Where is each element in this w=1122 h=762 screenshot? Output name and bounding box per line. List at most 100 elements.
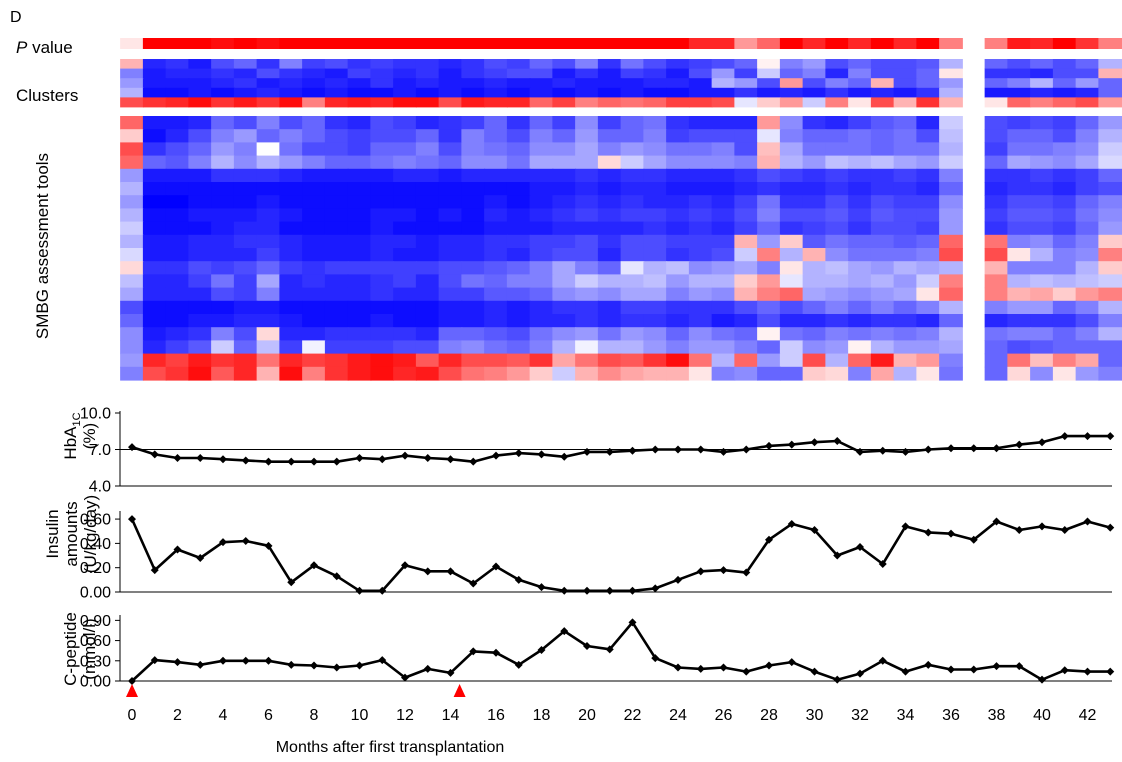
tool-row-20-cell-m28 xyxy=(757,366,781,381)
p-value-cell-m31 xyxy=(825,38,850,49)
tool-row-11-cell-m19 xyxy=(552,248,577,262)
cluster-row-5-cell-m7 xyxy=(279,97,304,108)
tool-row-20-cell-m17 xyxy=(506,366,531,381)
insulin-point-m19 xyxy=(560,586,569,595)
hba1c-point-m10 xyxy=(355,454,364,463)
cluster-row-3-cell-m21 xyxy=(597,78,622,89)
cluster-row-4-cell-m30 xyxy=(802,87,827,98)
p-value-cell-m2 xyxy=(165,38,190,49)
cluster-row-4-cell-m43 xyxy=(1098,87,1122,98)
cluster-row-5-cell-m26 xyxy=(711,97,736,108)
tool-row-20-cell-m41 xyxy=(1052,366,1077,381)
insulin-point-m9 xyxy=(332,572,341,581)
tool-row-14-cell-m43 xyxy=(1098,287,1122,302)
tool-row-17-cell-m27 xyxy=(734,327,759,341)
hba1c-ytick-label: 10.0 xyxy=(80,406,111,423)
x-tick-label-30: 30 xyxy=(806,707,824,724)
tool-row-9-cell-m4 xyxy=(211,221,235,236)
tool-row-6-cell-m38 xyxy=(984,182,1009,196)
cluster-row-3-cell-m42 xyxy=(1075,78,1100,89)
insulin-point-m15 xyxy=(469,579,478,588)
p-value-cell-m14 xyxy=(438,38,463,49)
tool-row-14-cell-m31 xyxy=(825,287,850,302)
tool-row-13-cell-m8 xyxy=(302,274,326,289)
tool-row-15-cell-m34 xyxy=(893,300,918,315)
tool-row-18-cell-m18 xyxy=(529,340,554,355)
hba1c-point-m22 xyxy=(628,446,637,455)
tool-row-6-cell-m26 xyxy=(711,182,736,196)
tool-row-2-cell-m34 xyxy=(893,129,918,143)
cpeptide-point-m26 xyxy=(719,663,728,672)
tool-row-12-cell-m39 xyxy=(1007,261,1032,275)
tool-row-8-cell-m33 xyxy=(870,208,895,223)
p-value-cell-m26 xyxy=(711,38,736,49)
tool-row-10-cell-m29 xyxy=(779,234,804,249)
tool-row-3-cell-m10 xyxy=(347,142,372,157)
tool-row-4-cell-m14 xyxy=(438,155,463,170)
cluster-row-2-cell-m18 xyxy=(529,68,554,79)
cluster-row-2-cell-m5 xyxy=(233,68,258,79)
tool-row-20-cell-m10 xyxy=(347,366,372,381)
tool-row-9-cell-m21 xyxy=(597,221,622,236)
tool-row-15-cell-m43 xyxy=(1098,300,1122,315)
tool-row-5-cell-m9 xyxy=(324,168,349,183)
tool-row-14-cell-m21 xyxy=(597,287,622,302)
tool-row-1-cell-m40 xyxy=(1030,116,1054,130)
insulin-line xyxy=(130,518,1111,593)
heatmap: P value Clusters SMBG assessment tools xyxy=(16,38,1122,381)
p-value-cell-m10 xyxy=(347,38,372,49)
tool-row-18-cell-m24 xyxy=(666,340,690,355)
tool-row-12-cell-m29 xyxy=(779,261,804,275)
tool-row-10-cell-m2 xyxy=(165,234,190,249)
tool-row-14-cell-m16 xyxy=(484,287,508,302)
tool-row-14-cell-m0 xyxy=(120,287,144,302)
cluster-row-4-cell-m2 xyxy=(165,87,190,98)
tool-row-11-cell-m41 xyxy=(1052,248,1077,262)
tool-row-19-cell-m24 xyxy=(666,353,690,368)
cluster-row-4-cell-m14 xyxy=(438,87,463,98)
cpeptide-point-m35 xyxy=(924,660,933,669)
p-value-cell-m22 xyxy=(620,38,645,49)
tool-row-13-cell-m18 xyxy=(529,274,554,289)
cluster-row-5-cell-m29 xyxy=(779,97,804,108)
tool-row-2-cell-m7 xyxy=(279,129,304,143)
insulin-point-m7 xyxy=(287,578,296,587)
tool-row-6-cell-m21 xyxy=(597,182,622,196)
tool-row-13-cell-m17 xyxy=(506,274,531,289)
p-value-cell-m13 xyxy=(415,38,440,49)
tool-row-4-cell-m9 xyxy=(324,155,349,170)
tool-row-15-cell-m17 xyxy=(506,300,531,315)
tool-row-5-cell-m1 xyxy=(142,168,167,183)
cluster-row-5-cell-m18 xyxy=(529,97,554,108)
tool-row-8-cell-m24 xyxy=(666,208,690,223)
tool-row-5-cell-m20 xyxy=(575,168,599,183)
tool-row-15-cell-m13 xyxy=(415,300,440,315)
tool-row-5-cell-m32 xyxy=(848,168,872,183)
tool-row-13-cell-m40 xyxy=(1030,274,1054,289)
tool-row-19-cell-m31 xyxy=(825,353,850,368)
tool-row-11-cell-m18 xyxy=(529,248,554,262)
tool-row-13-cell-m5 xyxy=(233,274,258,289)
tool-row-16-cell-m2 xyxy=(165,314,190,328)
cluster-row-2-cell-m33 xyxy=(870,68,895,79)
tool-row-15-cell-m14 xyxy=(438,300,463,315)
tool-row-18-cell-m19 xyxy=(552,340,577,355)
tool-row-11-cell-m11 xyxy=(370,248,395,262)
cluster-row-5-cell-m27 xyxy=(734,97,759,108)
cluster-row-1-cell-m6 xyxy=(256,59,281,69)
tool-row-8-cell-m35 xyxy=(916,208,941,223)
tool-row-2-cell-m31 xyxy=(825,129,850,143)
tool-row-1-cell-m36 xyxy=(939,116,963,130)
cpeptide-point-m9 xyxy=(332,663,341,672)
tool-row-6-cell-m36 xyxy=(939,182,963,196)
tool-row-4-cell-m19 xyxy=(552,155,577,170)
tool-row-3-cell-m5 xyxy=(233,142,258,157)
tool-row-1-cell-m21 xyxy=(597,116,622,130)
tool-row-16-cell-m29 xyxy=(779,314,804,328)
tool-row-6-cell-m31 xyxy=(825,182,850,196)
tool-row-15-cell-m20 xyxy=(575,300,599,315)
tool-row-15-cell-m6 xyxy=(256,300,281,315)
tool-row-18-cell-m35 xyxy=(916,340,941,355)
p-value-cell-m4 xyxy=(211,38,235,49)
cluster-row-3-cell-m9 xyxy=(324,78,349,89)
